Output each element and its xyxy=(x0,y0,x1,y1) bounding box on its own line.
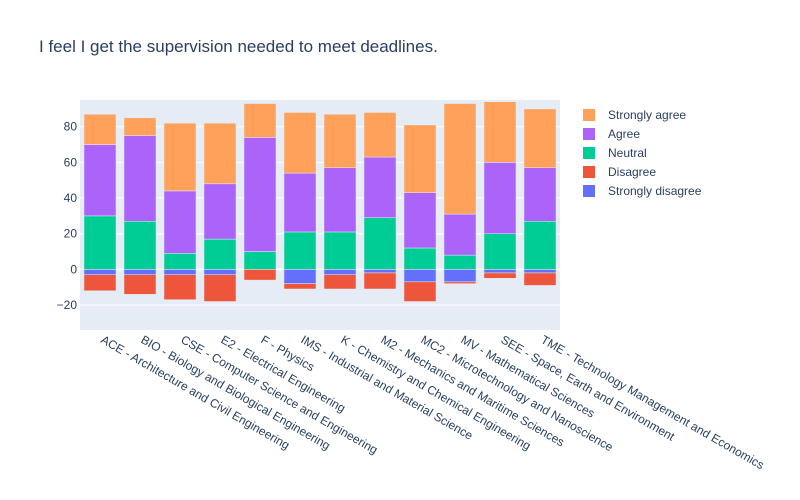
bar-segment[interactable] xyxy=(163,253,197,270)
legend-item[interactable]: Disagree xyxy=(583,165,656,179)
y-tick-label: 0 xyxy=(70,262,77,276)
bar-segment[interactable] xyxy=(243,251,277,270)
bar-segment[interactable] xyxy=(123,269,157,275)
bar-segment[interactable] xyxy=(203,274,237,302)
bar-segment[interactable] xyxy=(323,274,357,290)
bar-segment[interactable] xyxy=(243,269,277,281)
bar-segment[interactable] xyxy=(123,135,157,222)
bar-segment[interactable] xyxy=(483,272,517,279)
legend-label: Disagree xyxy=(608,165,656,179)
bar-segment[interactable] xyxy=(403,281,437,302)
bar-segment[interactable] xyxy=(83,269,117,275)
bar-segment[interactable] xyxy=(283,172,317,233)
bar-segment[interactable] xyxy=(283,283,317,290)
bar-segment[interactable] xyxy=(443,103,477,215)
bar-segment[interactable] xyxy=(403,269,437,283)
bar-segment[interactable] xyxy=(363,112,397,158)
bar-segment[interactable] xyxy=(443,281,477,284)
legend-item[interactable]: Strongly disagree xyxy=(583,184,702,198)
bar-segment[interactable] xyxy=(443,254,477,270)
bar-segment[interactable] xyxy=(323,269,357,275)
bar-segment[interactable] xyxy=(83,114,117,145)
bar-segment[interactable] xyxy=(323,114,357,169)
bar-segment[interactable] xyxy=(203,183,237,240)
y-tick-label: 40 xyxy=(64,191,78,205)
legend-label: Strongly disagree xyxy=(608,184,702,198)
bar-segment[interactable] xyxy=(243,103,277,138)
bar-segment[interactable] xyxy=(163,274,197,300)
bar-segment[interactable] xyxy=(163,190,197,254)
bar-segment[interactable] xyxy=(483,269,517,274)
bar-segment[interactable] xyxy=(443,269,477,283)
legend-swatch xyxy=(583,109,595,121)
legend: Strongly agree Agree Neutral Disagree Strong… xyxy=(583,108,702,198)
bar-segment[interactable] xyxy=(123,220,157,270)
bar-segment[interactable] xyxy=(363,217,397,270)
legend-swatch xyxy=(583,128,595,140)
bars xyxy=(83,101,557,302)
bar-segment[interactable] xyxy=(523,220,557,270)
y-tick-label: 60 xyxy=(64,155,78,169)
bar-segment[interactable] xyxy=(283,231,317,270)
legend-label: Neutral xyxy=(608,146,647,160)
bar-segment[interactable] xyxy=(483,101,517,163)
bar-segment[interactable] xyxy=(363,269,397,274)
bar-segment[interactable] xyxy=(283,269,317,284)
bar-segment[interactable] xyxy=(243,137,277,252)
bar-segment[interactable] xyxy=(403,247,437,270)
y-tick-label: 20 xyxy=(64,227,78,241)
legend-swatch xyxy=(583,185,595,197)
bar-segment[interactable] xyxy=(523,269,557,274)
chart-title: I feel I get the supervision needed to m… xyxy=(39,37,438,56)
bar-segment[interactable] xyxy=(523,108,557,169)
grid-lines xyxy=(80,126,560,306)
legend-item[interactable]: Neutral xyxy=(583,146,647,160)
bar-segment[interactable] xyxy=(203,269,237,275)
y-axis-ticks: −20 0 20 40 60 80 xyxy=(57,120,78,312)
bar-segment[interactable] xyxy=(363,156,397,218)
legend-swatch xyxy=(583,147,595,159)
bar-segment[interactable] xyxy=(123,274,157,295)
bar-segment[interactable] xyxy=(83,215,117,270)
bar-segment[interactable] xyxy=(283,112,317,174)
bar-segment[interactable] xyxy=(483,233,517,270)
bar-segment[interactable] xyxy=(323,231,357,270)
bar-segment[interactable] xyxy=(123,117,157,136)
legend-swatch xyxy=(583,166,595,178)
x-axis-ticks: ACE - Architecture and Civil Engineering… xyxy=(99,332,767,472)
bar-segment[interactable] xyxy=(363,272,397,290)
bar-segment[interactable] xyxy=(403,192,437,249)
y-tick-label: −20 xyxy=(57,298,78,312)
bar-segment[interactable] xyxy=(163,269,197,275)
bar-segment[interactable] xyxy=(443,213,477,256)
bar-segment[interactable] xyxy=(203,238,237,270)
y-tick-label: 80 xyxy=(64,120,78,134)
legend-label: Agree xyxy=(608,127,640,141)
bar-segment[interactable] xyxy=(163,122,197,192)
bar-segment[interactable] xyxy=(523,272,557,286)
bar-segment[interactable] xyxy=(203,122,237,185)
legend-item[interactable]: Agree xyxy=(583,127,640,141)
legend-label: Strongly agree xyxy=(608,108,686,122)
bar-segment[interactable] xyxy=(83,274,117,292)
legend-item[interactable]: Strongly agree xyxy=(583,108,686,122)
bar-segment[interactable] xyxy=(523,167,557,222)
bar-segment[interactable] xyxy=(403,124,437,193)
bar-segment[interactable] xyxy=(483,162,517,234)
bar-segment[interactable] xyxy=(323,167,357,233)
plot-area xyxy=(80,100,560,330)
bar-segment[interactable] xyxy=(83,144,117,217)
